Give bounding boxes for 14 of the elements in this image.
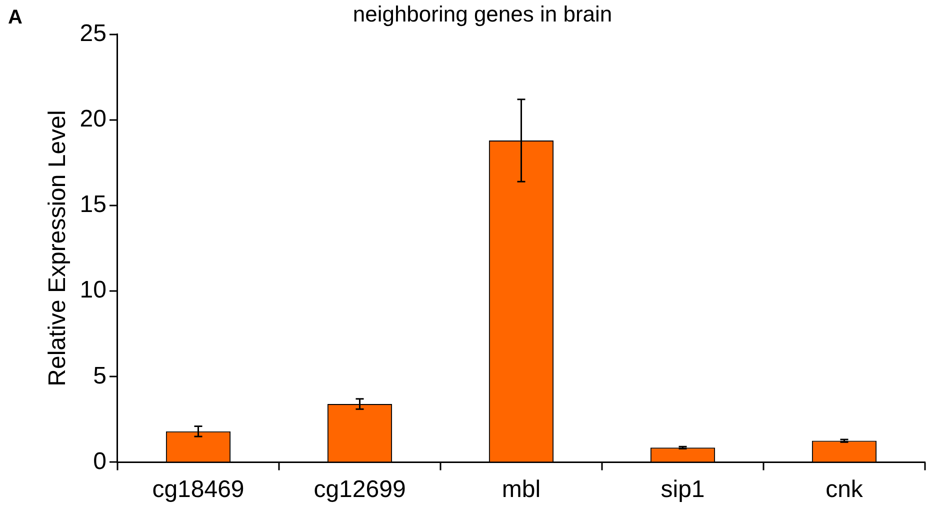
y-tick-label: 25	[80, 20, 106, 48]
y-tick-label: 15	[80, 191, 106, 218]
y-tick-label: 10	[80, 276, 106, 304]
text: A	[8, 6, 22, 29]
x-tick-label: sip1	[660, 476, 705, 504]
x-tick-label: cg12699	[314, 476, 406, 504]
x-tick-label: cnk	[826, 476, 864, 504]
x-tick-label: cg18469	[152, 476, 244, 504]
y-tick-label: 0	[93, 448, 106, 475]
y-tick-label: 20	[80, 106, 106, 133]
chart-title: neighboring genes in brain	[352, 1, 612, 26]
y-tick-label: 5	[93, 362, 106, 390]
x-tick-label: mbl	[502, 476, 541, 504]
y-axis-title: Relative Expression Level	[44, 110, 72, 386]
